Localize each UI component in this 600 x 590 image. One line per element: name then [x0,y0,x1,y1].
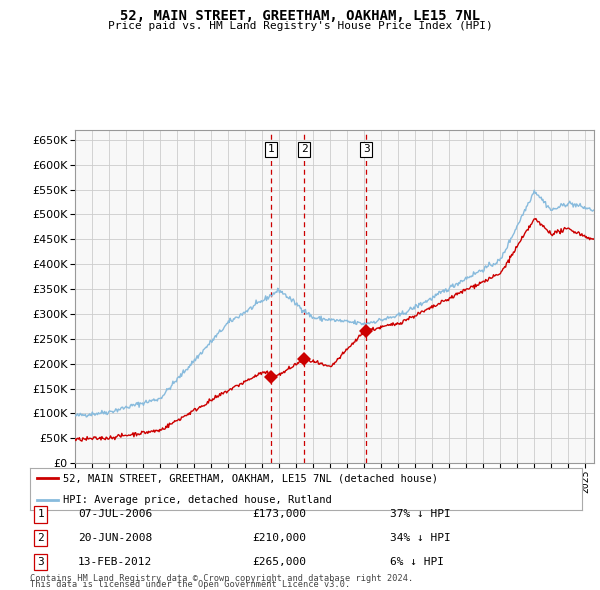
Text: £265,000: £265,000 [252,557,306,566]
Text: 1: 1 [268,145,274,155]
Text: 20-JUN-2008: 20-JUN-2008 [78,533,152,543]
Text: 1: 1 [37,510,44,519]
Text: 34% ↓ HPI: 34% ↓ HPI [390,533,451,543]
Text: 3: 3 [363,145,370,155]
Text: 2: 2 [37,533,44,543]
Text: 52, MAIN STREET, GREETHAM, OAKHAM, LE15 7NL: 52, MAIN STREET, GREETHAM, OAKHAM, LE15 … [120,9,480,23]
Text: Price paid vs. HM Land Registry's House Price Index (HPI): Price paid vs. HM Land Registry's House … [107,21,493,31]
Text: This data is licensed under the Open Government Licence v3.0.: This data is licensed under the Open Gov… [30,581,350,589]
Text: Contains HM Land Registry data © Crown copyright and database right 2024.: Contains HM Land Registry data © Crown c… [30,574,413,583]
Text: 07-JUL-2006: 07-JUL-2006 [78,510,152,519]
Text: 37% ↓ HPI: 37% ↓ HPI [390,510,451,519]
Text: 2: 2 [301,145,308,155]
Text: 52, MAIN STREET, GREETHAM, OAKHAM, LE15 7NL (detached house): 52, MAIN STREET, GREETHAM, OAKHAM, LE15 … [63,474,438,483]
Text: 3: 3 [37,557,44,566]
Text: £210,000: £210,000 [252,533,306,543]
Text: 13-FEB-2012: 13-FEB-2012 [78,557,152,566]
Text: 6% ↓ HPI: 6% ↓ HPI [390,557,444,566]
Text: £173,000: £173,000 [252,510,306,519]
Text: HPI: Average price, detached house, Rutland: HPI: Average price, detached house, Rutl… [63,495,332,504]
